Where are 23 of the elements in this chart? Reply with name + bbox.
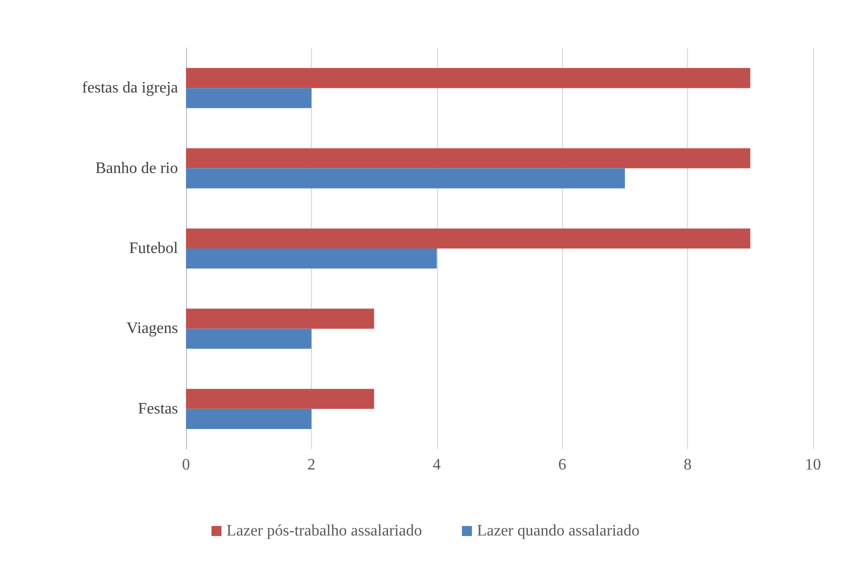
bar (186, 388, 374, 409)
bar (186, 168, 625, 188)
bar (186, 408, 312, 429)
y-tick-label: Banho de rio (95, 160, 178, 177)
x-tick-label: 6 (558, 456, 566, 474)
x-tick-label: 8 (684, 456, 692, 474)
bar (186, 328, 312, 349)
y-tick-label: festas da igreja (82, 80, 178, 97)
bar (186, 148, 750, 168)
bar (186, 228, 750, 248)
x-tick-label: 0 (182, 456, 190, 474)
bar (186, 68, 750, 88)
x-tick-label: 2 (307, 456, 316, 474)
y-tick-label: Festas (138, 400, 178, 418)
bar (186, 88, 312, 108)
legend-label: Lazer pós-trabalho assalariado (226, 522, 422, 540)
bar (186, 248, 437, 269)
y-tick-label: Futebol (129, 240, 179, 257)
bar (186, 308, 374, 329)
y-tick-label: Viagens (126, 320, 178, 338)
legend-label: Lazer quando assalariado (476, 522, 640, 540)
x-tick-label: 4 (432, 456, 441, 474)
x-tick-label: 10 (805, 456, 821, 474)
